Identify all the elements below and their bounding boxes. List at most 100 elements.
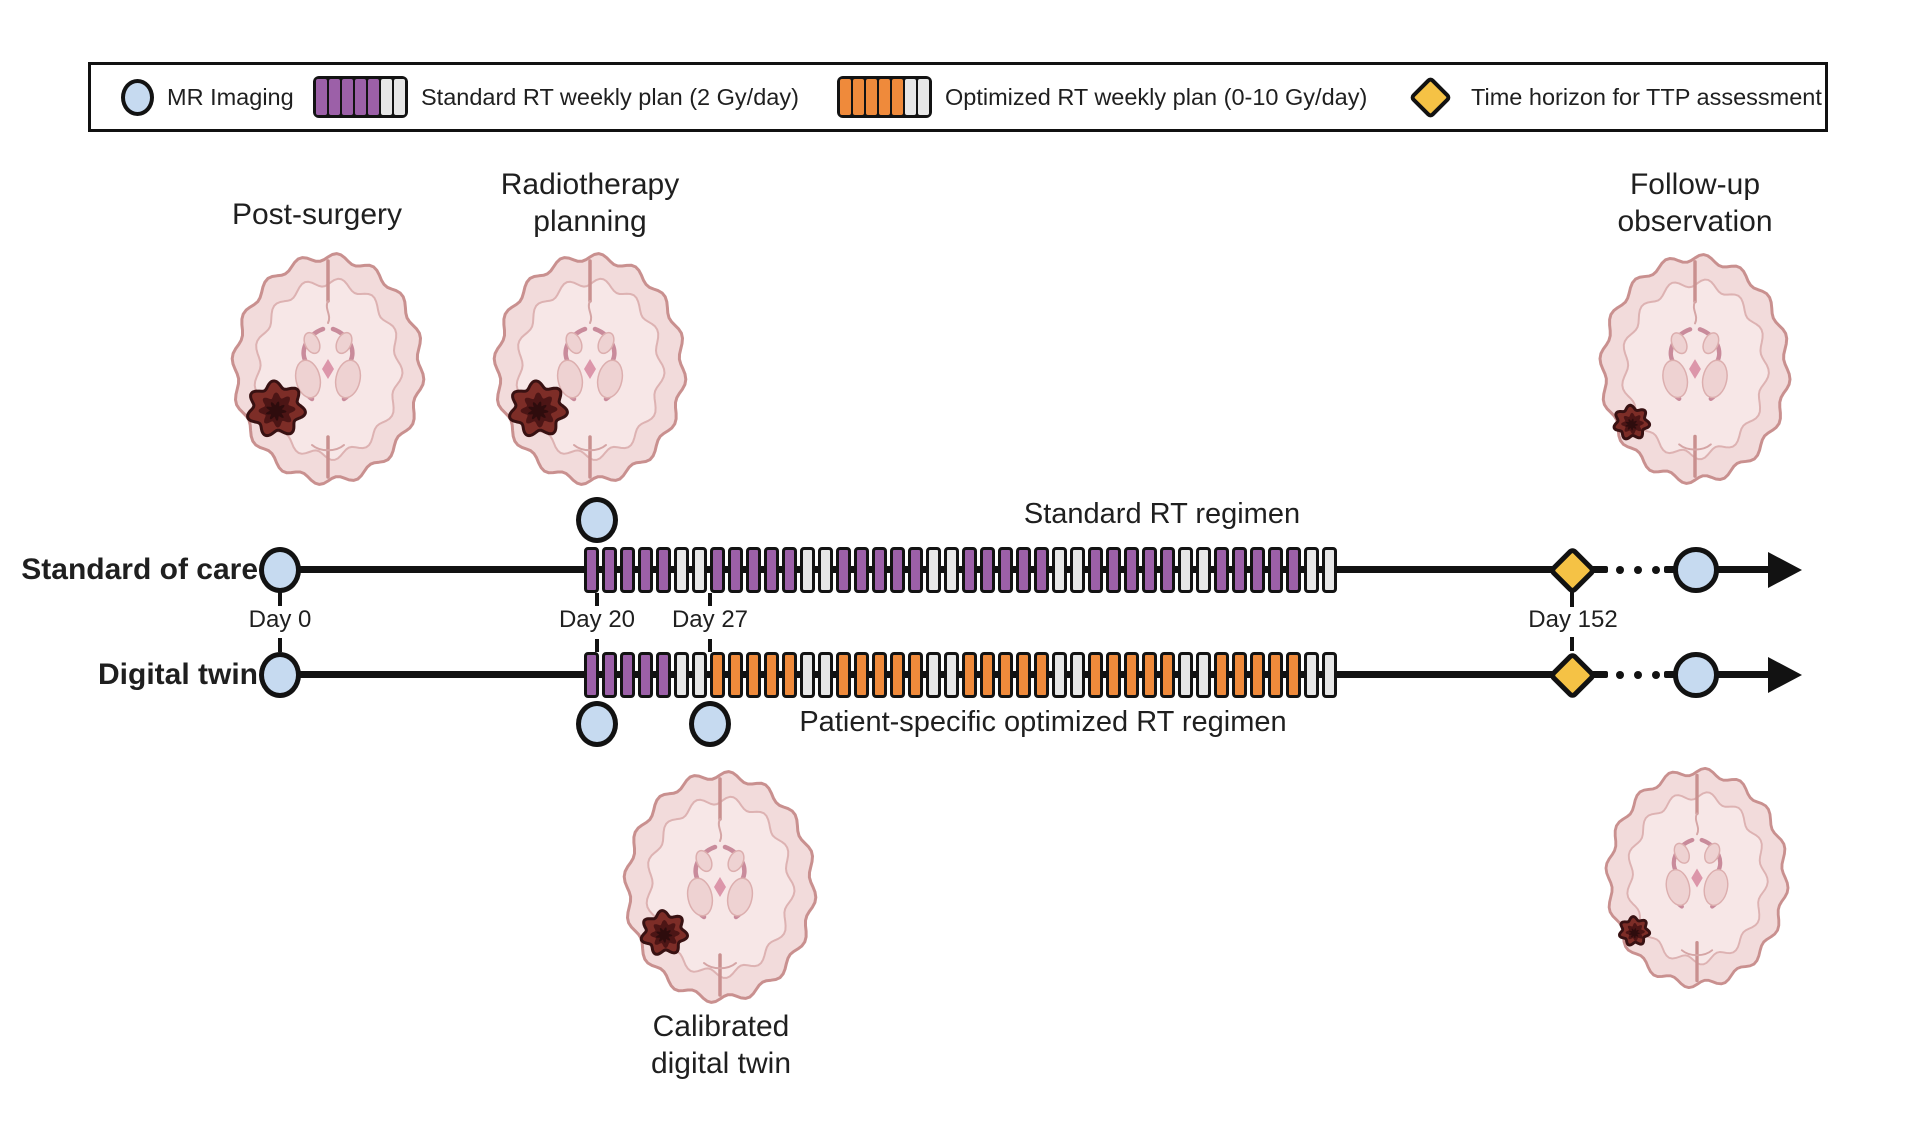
optimized-rt-day-block <box>1142 652 1157 698</box>
mr-circle-planning <box>576 497 618 543</box>
ttp-diamond-icon <box>1407 74 1453 120</box>
optimized-rt-day-block <box>962 652 977 698</box>
optimized-rt-day-block <box>872 652 887 698</box>
row-label-digital-twin: Digital twin <box>98 658 258 691</box>
stage-label-follow-up: Follow-up observation <box>1545 166 1845 240</box>
standard-rt-day-block <box>980 547 995 593</box>
optimized-day-block <box>879 79 890 115</box>
post-surgery-brain-illustration <box>230 252 426 486</box>
optimized-rt-day-block <box>890 652 905 698</box>
ttp-diamond-standard <box>1546 544 1598 596</box>
rest-day-block <box>944 547 959 593</box>
standard-rt-day-block <box>1088 547 1103 593</box>
rest-day-block <box>905 79 916 115</box>
rest-day-block <box>818 652 833 698</box>
optimized-rt-day-block <box>980 652 995 698</box>
standard-rt-day-block <box>872 547 887 593</box>
mr-circle-followup-standard <box>1673 547 1719 593</box>
standard-day-block <box>355 79 366 115</box>
stage-label-line: Post-surgery <box>231 198 403 231</box>
standard-rt-day-block <box>584 547 599 593</box>
standard-rt-day-block <box>1124 547 1139 593</box>
optimized-day-block <box>840 79 851 115</box>
standard-rt-day-block <box>620 652 635 698</box>
ttp-diamond-twin <box>1546 649 1598 701</box>
rest-day-block <box>800 652 815 698</box>
legend-box: MR Imaging Standard RT weekly plan (2 Gy… <box>88 62 1828 132</box>
standard-rt-day-block <box>1160 547 1175 593</box>
optimized-rt-day-block <box>1250 652 1265 698</box>
rest-day-block <box>1052 652 1067 698</box>
mr-circle-day0-twin <box>259 652 301 698</box>
standard-rt-day-block <box>1214 547 1229 593</box>
standard-rt-day-block <box>638 547 653 593</box>
standard-day-block <box>329 79 340 115</box>
standard-rt-day-block <box>638 652 653 698</box>
legend-item-standard-week: Standard RT weekly plan (2 Gy/day) <box>313 65 799 129</box>
calibrated-twin-brain-illustration <box>622 770 818 1004</box>
optimized-rt-day-block <box>836 652 851 698</box>
tick <box>595 593 599 606</box>
planning-brain-illustration <box>492 252 688 486</box>
tick <box>278 638 282 652</box>
standard-rt-day-block <box>1016 547 1031 593</box>
standard-rt-day-block <box>908 547 923 593</box>
follow-up-brain-illustration <box>1598 253 1792 485</box>
standard-rt-day-block <box>854 547 869 593</box>
optimized-rt-day-block <box>1034 652 1049 698</box>
standard-rt-day-block <box>1250 547 1265 593</box>
legend-label: Standard RT weekly plan (2 Gy/day) <box>421 83 799 110</box>
rest-day-block <box>1178 547 1193 593</box>
stage-label-calibrated-digital-twin: Calibrated digital twin <box>571 1008 871 1082</box>
standard-rt-day-block <box>1034 547 1049 593</box>
standard-rt-day-block <box>998 547 1013 593</box>
follow-up-twin-brain-illustration <box>1604 766 1790 990</box>
standard-rt-day-block <box>602 547 617 593</box>
optimized-rt-day-block <box>710 652 725 698</box>
optimized-day-block <box>853 79 864 115</box>
day-label-0: Day 0 <box>248 606 312 633</box>
rest-day-block <box>1304 652 1319 698</box>
optimized-rt-day-block <box>1160 652 1175 698</box>
standard-rt-day-block <box>1106 547 1121 593</box>
day-label-27: Day 27 <box>671 606 749 633</box>
optimized-rt-day-block <box>908 652 923 698</box>
standard-regimen-title: Standard RT regimen <box>1023 498 1301 530</box>
optimized-day-block <box>866 79 877 115</box>
tick <box>708 639 712 652</box>
tick <box>708 593 712 606</box>
rest-day-block <box>692 652 707 698</box>
stage-label-post-surgery: Post-surgery <box>167 196 467 233</box>
row-label-standard-of-care: Standard of care <box>21 553 258 586</box>
optimized-rt-day-block <box>854 652 869 698</box>
rest-day-block <box>394 79 405 115</box>
stage-label-line: Calibrated <box>652 1010 790 1043</box>
rest-day-block <box>818 547 833 593</box>
mr-imaging-circle-icon <box>121 78 154 116</box>
standard-rt-day-block <box>620 547 635 593</box>
standard-rt-day-block <box>764 547 779 593</box>
timeline-arrowhead <box>1768 552 1802 588</box>
standard-day-block <box>342 79 353 115</box>
rest-day-block <box>1196 652 1211 698</box>
optimized-rt-day-block <box>1268 652 1283 698</box>
standard-rt-day-block <box>746 547 761 593</box>
stage-label-line: Follow-up <box>1629 168 1761 201</box>
rest-day-block <box>918 79 929 115</box>
standard-rt-day-block <box>1286 547 1301 593</box>
optimized-rt-day-block <box>764 652 779 698</box>
optimized-week-icon <box>837 76 932 118</box>
optimized-rt-day-block <box>1286 652 1301 698</box>
optimized-rt-day-block <box>782 652 797 698</box>
timeline-dot <box>1616 671 1624 679</box>
tick <box>278 592 282 606</box>
timeline-dot <box>1616 566 1624 574</box>
mr-circle-followup-twin <box>1673 652 1719 698</box>
optimized-rt-day-block <box>728 652 743 698</box>
timeline-dot <box>1634 566 1642 574</box>
standard-rt-day-block <box>1232 547 1247 593</box>
standard-rt-strip <box>584 547 1338 593</box>
rest-day-block <box>926 652 941 698</box>
optimized-rt-day-block <box>746 652 761 698</box>
